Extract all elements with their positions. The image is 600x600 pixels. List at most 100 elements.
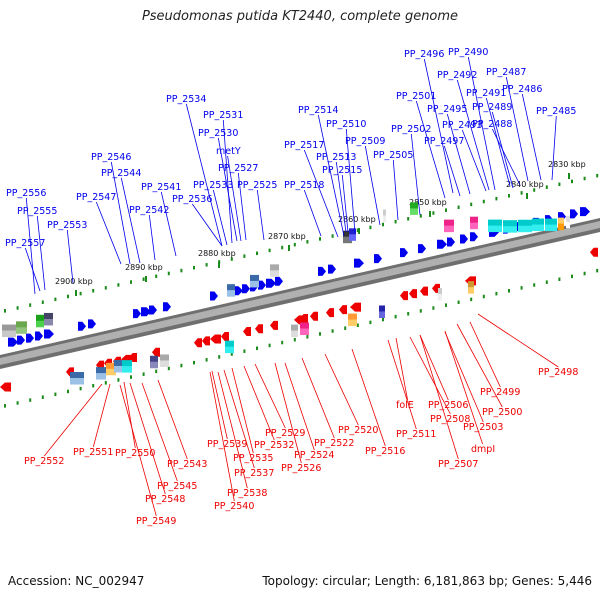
kbp-tick: [218, 262, 220, 268]
kbp-label: 2850 kbp: [409, 198, 447, 207]
tick-mark: [193, 265, 195, 270]
tick-mark: [142, 372, 145, 376]
forward-gene-arrow: [133, 309, 141, 319]
feature-box: [503, 220, 517, 227]
forward-gene-arrow: [580, 207, 590, 217]
tick-mark: [319, 237, 321, 241]
tick-mark: [218, 260, 221, 264]
gene-label-reverse: PP_2500: [482, 407, 522, 418]
leader-line: [521, 93, 542, 181]
feature-box: [468, 281, 474, 288]
gene-label-reverse: PP_2522: [314, 438, 354, 449]
gene-label-reverse: PP_2537: [234, 468, 274, 479]
genome-summary: Topology: circular; Length: 6,181,863 bp…: [262, 574, 592, 588]
reverse-gene-arrow: [270, 320, 278, 330]
tick-mark: [558, 182, 561, 187]
gene-label-forward: PP_2502: [391, 124, 431, 135]
tick-mark: [256, 346, 258, 351]
tick-mark: [508, 289, 510, 293]
genome-title: Pseudomonas putida KT2440, complete geno…: [141, 9, 459, 24]
feature-box: [16, 321, 27, 328]
leader-line: [217, 137, 238, 242]
feature-box: [160, 354, 169, 361]
gene-label-forward: PP_2555: [17, 206, 57, 217]
kbp-label: 2890 kbp: [125, 263, 163, 272]
forward-gene-arrow: [354, 258, 364, 268]
tick-mark: [482, 294, 485, 299]
kbp-label: 2860 kbp: [338, 215, 376, 224]
tick-mark: [470, 202, 473, 207]
feature-box: [106, 368, 116, 376]
reverse-gene-arrow: [202, 336, 210, 346]
gene-label-forward: PP_2489: [472, 102, 512, 113]
forward-gene-arrow: [17, 335, 25, 345]
tick-mark: [180, 363, 183, 368]
forward-gene-arrow: [233, 286, 243, 296]
leader-line: [477, 313, 559, 368]
feature-box: [470, 222, 478, 230]
tick-mark: [419, 309, 422, 313]
feature-box: [410, 202, 418, 209]
gene-label-forward: PP_2491: [466, 88, 506, 99]
leader-line: [456, 79, 490, 191]
feature-box: [343, 236, 352, 244]
tick-mark: [79, 386, 82, 391]
gene-label-forward: PP_2515: [322, 165, 362, 176]
gene-label-reverse: PP_2543: [167, 459, 207, 470]
tick-mark: [382, 222, 384, 227]
leader-line: [120, 177, 141, 264]
tick-mark: [495, 291, 498, 296]
kbp-label: 2900 kbp: [55, 277, 93, 286]
reverse-gene-arrow: [420, 286, 428, 296]
leader-line: [148, 214, 156, 261]
feature-box: [444, 225, 454, 233]
leader-line: [256, 189, 265, 241]
feature-box: [225, 346, 234, 354]
gene-label-forward: PP_2534: [166, 94, 206, 105]
gene-label-reverse: PP_2538: [227, 488, 267, 499]
gene-label-forward: metY: [216, 146, 241, 157]
leader-line: [444, 330, 483, 445]
gene-label-forward: PP_2513: [316, 152, 356, 163]
tick-mark: [571, 274, 573, 279]
reverse-gene-arrow: [194, 338, 202, 348]
gene-label-forward: PP_2553: [47, 220, 87, 231]
accession-label: Accession: NC_002947: [8, 574, 145, 588]
gene-label-reverse: PP_2535: [233, 453, 273, 464]
tick-mark: [306, 335, 309, 339]
tick-mark: [268, 248, 271, 253]
forward-gene-arrow: [26, 333, 34, 343]
feature-box: [545, 224, 557, 232]
leader-line: [410, 133, 421, 216]
leader-line: [469, 321, 501, 388]
tick-mark: [369, 320, 372, 325]
tick-mark: [218, 355, 221, 359]
leader-line: [212, 189, 228, 246]
gene-label-forward: PP_2510: [326, 119, 366, 130]
tick-mark: [54, 392, 57, 397]
gene-label-reverse: folE: [396, 400, 414, 411]
leader-line: [303, 149, 339, 238]
tick-mark: [407, 312, 410, 316]
feature-box: [2, 324, 16, 332]
leader-line: [36, 215, 46, 291]
feature-box: [518, 225, 532, 233]
tick-mark: [369, 225, 372, 230]
tick-mark: [130, 280, 132, 284]
tick-mark: [117, 378, 120, 382]
forward-gene-arrow: [149, 305, 157, 315]
leader-line: [222, 119, 233, 244]
gene-label-forward: PP_2542: [129, 205, 169, 216]
reverse-gene-arrow: [255, 324, 263, 334]
feature-box: [348, 319, 357, 327]
tick-mark: [92, 288, 95, 293]
tick-mark: [54, 297, 57, 302]
tick-mark: [445, 303, 447, 307]
gene-label-forward: PP_2525: [237, 180, 277, 191]
gene-label-forward: PP_2541: [141, 182, 181, 193]
leader-line: [444, 331, 484, 423]
tick-mark: [155, 369, 158, 374]
tick-mark: [533, 188, 536, 192]
leader-line: [274, 362, 302, 464]
